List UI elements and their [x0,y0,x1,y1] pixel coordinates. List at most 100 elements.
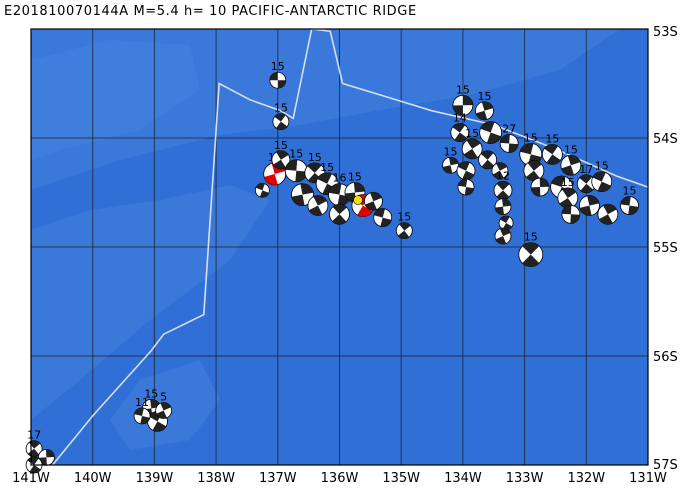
focal-mechanism[interactable] [478,150,497,170]
focal-mechanism[interactable]: 15 [519,131,543,166]
focal-mechanism[interactable]: 15 [557,176,579,209]
mechanism-layer: 1515151515151516151515141515271512151515… [25,60,639,474]
event-depth-label: 15 [545,132,559,145]
event-depth-label: 15 [524,231,538,244]
focal-mechanism[interactable] [597,203,619,225]
focal-mechanism[interactable]: 15 [541,132,563,165]
beachball-quadrant [374,208,386,218]
focal-mechanism[interactable]: 15 [271,139,291,170]
focal-mechanism[interactable] [38,448,55,466]
beachball-quadrant [399,222,411,231]
beachball-quadrant [475,110,488,120]
focal-mechanism[interactable]: 5 [155,391,173,419]
beachball-quadrant [561,205,572,215]
beachball-quadrant [452,105,464,116]
focal-mechanism[interactable] [530,177,550,197]
focal-mechanism[interactable]: 17 [576,163,596,194]
beachball-quadrant [496,181,510,191]
beachball-quadrant [603,204,617,215]
focal-mechanism[interactable]: 14 [450,112,470,142]
focal-mechanism[interactable] [494,198,512,216]
beachball-quadrant [570,214,580,224]
event-depth-label: 15 [444,145,458,158]
latitude-label: 56S [653,350,678,365]
focal-mechanism[interactable]: 15 [461,127,483,160]
beachball-quadrant [492,170,504,179]
main-event-marker[interactable] [353,195,363,205]
focal-mechanism[interactable]: 15 [620,185,639,215]
event-depth-label: 15 [397,211,411,224]
shallow-band [31,29,620,190]
beachball-quadrant [332,204,347,215]
beachball-quadrant [269,72,278,81]
focal-mechanism[interactable]: 15 [475,90,494,121]
longitude-label: 138W [197,471,235,486]
beachball-quadrant [140,415,150,424]
beachball-quadrant [27,457,39,465]
beachball-quadrant [29,465,41,473]
focal-mechanism[interactable]: 15 [395,211,413,240]
beachball-quadrant [397,230,410,239]
beachball-quadrant [457,161,470,171]
latitude-label: 55S [653,241,678,256]
focal-mechanism[interactable]: 12 [493,169,513,200]
beachball-quadrant [520,143,534,155]
event-depth-label: 11 [135,396,149,409]
beachball-quadrant [495,206,504,215]
beachball-quadrant [592,171,606,182]
beachball-quadrant [486,132,501,144]
focal-mechanism[interactable]: 15 [304,151,326,184]
focal-mechanism[interactable]: 15 [284,148,308,183]
longitude-label: 136W [321,471,359,486]
focal-mechanism[interactable]: 15 [442,145,459,174]
shallow-band [31,185,270,420]
beachball-quadrant [370,192,382,202]
focal-mechanism[interactable] [373,208,393,227]
focal-mechanism[interactable] [578,195,600,216]
beachball-quadrant [480,150,494,160]
longitude-label: 140W [74,471,112,486]
beachball-quadrant [526,170,541,181]
focal-mechanism[interactable] [456,161,476,181]
event-depth-label: 15 [320,161,334,174]
beachball-quadrant [442,165,453,174]
focal-mechanism[interactable]: 15 [591,160,613,193]
focal-mechanism[interactable]: 11 [133,396,151,425]
focal-mechanism[interactable]: 15 [272,102,290,131]
plate-boundary [51,28,649,466]
focal-mechanism[interactable] [523,160,545,182]
beachball-quadrant [499,228,511,237]
longitude-label: 132W [567,471,605,486]
focal-mechanism[interactable] [307,195,329,216]
focal-mechanism[interactable]: 15 [560,143,582,176]
beachball-quadrant [276,121,288,130]
focal-mechanism[interactable]: 15 [269,60,287,89]
focal-mechanism[interactable]: 15 [518,231,544,268]
beachball-quadrant [562,187,577,198]
beachball-quadrant [152,421,167,432]
event-depth-label: 15 [289,148,303,161]
focal-mechanism[interactable]: 27 [499,122,519,153]
map-title: E201810070144A M=5.4 h= 10 PACIFIC-ANTAR… [4,4,417,19]
beachball-quadrant [567,155,581,166]
focal-mechanism[interactable] [561,204,581,224]
beachball-quadrant [452,123,466,133]
beachball-quadrant [448,157,459,166]
beachball-quadrant [28,440,41,449]
focal-mechanism[interactable]: 15 [452,83,474,116]
focal-mechanism[interactable] [479,121,503,144]
focal-mechanism[interactable] [491,162,509,180]
focal-mechanism[interactable] [291,183,314,207]
beachball-quadrant [599,214,613,225]
focal-mechanism[interactable] [494,227,512,245]
beachball-quadrant [496,190,510,200]
beachball-quadrant [291,194,305,206]
event-depth-label: 12 [496,169,510,182]
beachball-quadrant [46,449,55,458]
focal-mechanism[interactable] [457,178,475,196]
event-depth-label: 14 [453,112,467,125]
focal-mechanism[interactable] [254,182,270,198]
focal-mechanism[interactable] [329,203,350,225]
focal-mechanism[interactable] [364,191,383,211]
beachball-quadrant [495,236,507,245]
